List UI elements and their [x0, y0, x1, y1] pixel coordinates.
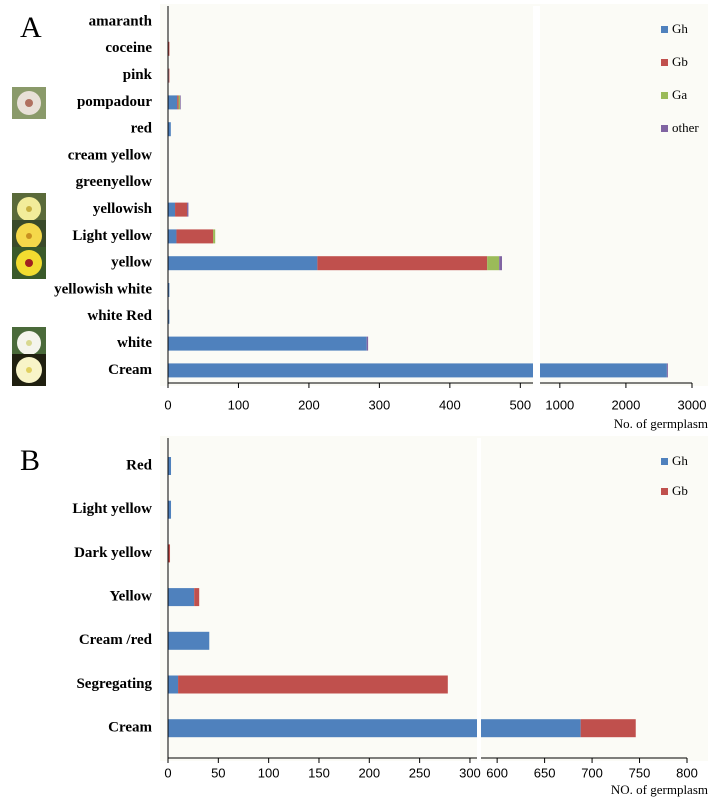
bar-segment	[168, 500, 172, 519]
legend-label: Gb	[672, 483, 688, 498]
bar-segment	[168, 68, 170, 83]
bar-segment	[213, 229, 216, 244]
legend-label: Gh	[672, 453, 688, 468]
category-label: yellow	[111, 255, 152, 271]
bar-segment	[176, 229, 214, 244]
bar-segment	[168, 283, 170, 297]
category-label: Cream	[108, 362, 152, 378]
legend-label: Ga	[672, 87, 687, 102]
axis-break	[477, 438, 481, 766]
legend-swatch	[661, 92, 668, 99]
x-tick-label: 50	[211, 765, 225, 780]
bar-segment	[168, 122, 171, 137]
category-label: Cream	[108, 720, 152, 736]
x-axis-label: No. of germplasm	[614, 416, 708, 431]
bar-segment	[580, 719, 636, 738]
flower-icons	[12, 87, 46, 386]
x-tick-label: 600	[486, 765, 508, 780]
x-tick-label: 2000	[611, 397, 640, 412]
x-tick-label: 700	[581, 765, 603, 780]
x-tick-label: 100	[228, 397, 250, 412]
bar-segment	[194, 588, 200, 607]
x-tick-label: 0	[164, 397, 171, 412]
x-tick-label: 200	[298, 397, 320, 412]
bar-segment	[168, 588, 195, 607]
category-label: Red	[126, 457, 152, 473]
bar-segment	[168, 95, 178, 110]
category-label: white	[117, 335, 152, 351]
category-label: yellowish	[93, 201, 153, 217]
legend-label: Gh	[672, 21, 688, 36]
category-label: yellowish white	[54, 281, 152, 297]
panel-label: A	[20, 11, 42, 44]
x-tick-label: 650	[534, 765, 556, 780]
panel-label: B	[20, 444, 40, 477]
category-label: coceine	[105, 40, 152, 56]
bar-segment	[317, 256, 488, 271]
x-tick-label: 750	[629, 765, 651, 780]
bar-segment	[168, 336, 367, 351]
bar-segment	[168, 256, 318, 271]
bar-segment	[168, 675, 179, 694]
category-label: cream yellow	[68, 147, 152, 163]
plot-background	[160, 436, 708, 761]
category-label: pompadour	[77, 94, 152, 110]
bar-segment	[177, 95, 179, 110]
x-tick-label: 3000	[678, 397, 707, 412]
x-tick-label: 800	[676, 765, 698, 780]
bar-segment	[168, 41, 170, 56]
legend-label: other	[672, 120, 699, 135]
bar-segment	[179, 95, 181, 110]
bar-segment	[168, 363, 667, 378]
category-label: Light yellow	[72, 228, 152, 244]
category-label: amaranth	[89, 13, 153, 29]
x-tick-label: 0	[164, 765, 171, 780]
x-tick-label: 400	[439, 397, 461, 412]
bar-segment	[187, 202, 189, 217]
bar-segment	[178, 95, 180, 110]
legend-swatch	[661, 488, 668, 495]
category-label: Dark yellow	[74, 545, 152, 561]
legend-swatch	[661, 458, 668, 465]
bar-segment	[168, 229, 177, 244]
x-tick-label: 300	[369, 397, 391, 412]
x-tick-label: 500	[509, 397, 531, 412]
bar-segment	[499, 256, 502, 271]
x-tick-label: 300	[459, 765, 481, 780]
category-label: red	[131, 121, 153, 137]
bar-segment	[168, 631, 210, 650]
bar-segment	[487, 256, 500, 271]
bar-segment	[168, 202, 176, 217]
bar-segment	[175, 202, 188, 217]
category-label: Yellow	[110, 589, 153, 605]
category-label: Cream /red	[79, 632, 153, 648]
x-tick-label: 1000	[545, 397, 574, 412]
category-label: white Red	[87, 308, 152, 324]
x-tick-label: 250	[409, 765, 431, 780]
bar-segment	[168, 544, 171, 563]
category-label: greenyellow	[76, 174, 153, 190]
bar-segment	[168, 457, 172, 475]
legend-swatch	[661, 26, 668, 33]
plot-background	[160, 4, 708, 386]
bar-segment	[366, 336, 369, 351]
x-axis-label: NO. of germplasm	[611, 782, 708, 797]
x-tick-label: 150	[308, 765, 330, 780]
bar-segment	[178, 675, 448, 694]
legend-swatch	[661, 59, 668, 66]
bar-segment	[168, 309, 170, 324]
bar-segment	[168, 719, 581, 738]
category-label: Segregating	[76, 676, 152, 692]
legend-swatch	[661, 125, 668, 132]
axis-break	[533, 6, 540, 391]
x-tick-label: 100	[258, 765, 280, 780]
category-label: Light yellow	[72, 501, 152, 517]
bar-segment	[666, 363, 668, 378]
x-tick-label: 200	[358, 765, 380, 780]
category-label: pink	[123, 67, 153, 83]
legend-label: Gb	[672, 54, 688, 69]
